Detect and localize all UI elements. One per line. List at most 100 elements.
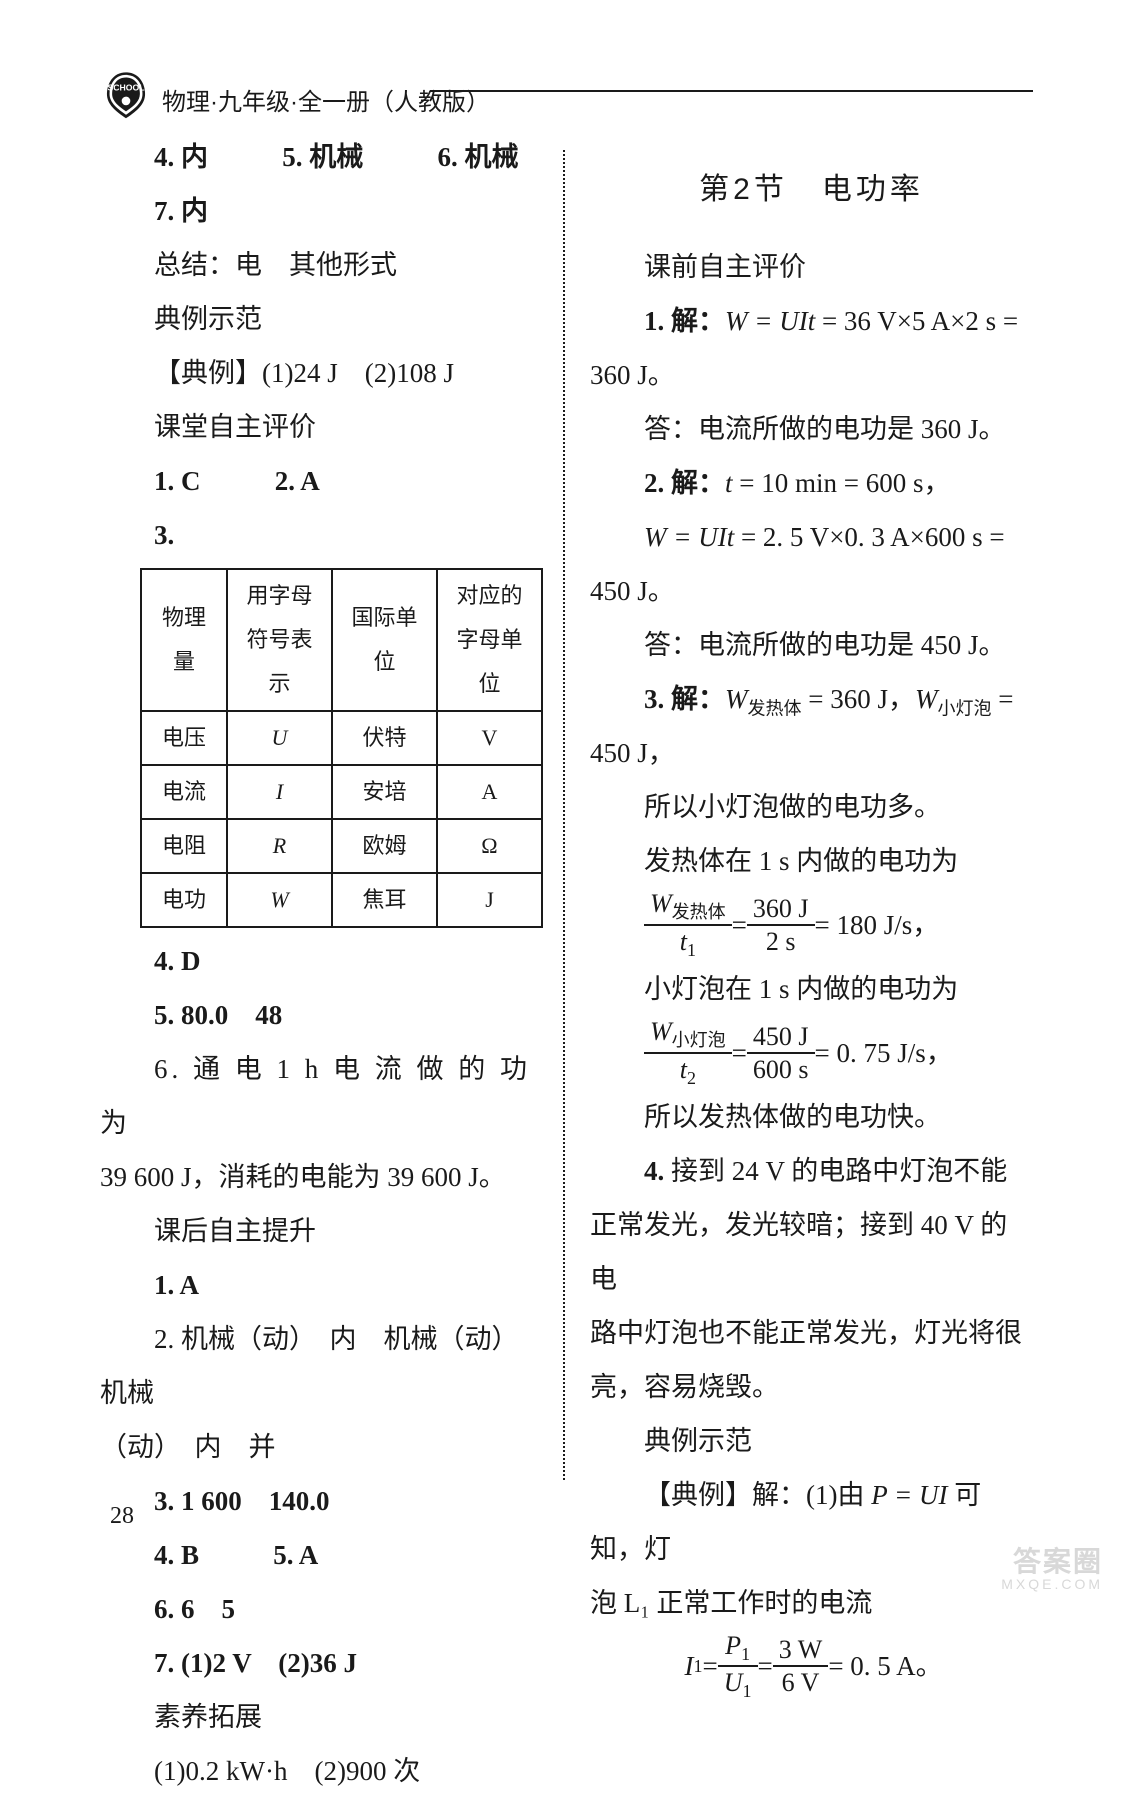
ac-2b: （动） 内 并 [100,1420,543,1474]
ac-4b: 4. B [154,1540,199,1570]
ans-5: 5. 机械 [282,142,363,172]
q2-suffix: = 10 min = 600 s， [733,468,951,498]
example-ans: 【典例】(1)24 J (2)108 J [100,346,543,400]
right-column: 第2节 电功率 课前自主评价 1. 解：W = UIt = 36 V×5 A×2… [565,130,1033,1500]
q2-prefix: 2. 解： [644,468,725,498]
q3-s2: 小灯泡 [937,698,991,718]
eq3-eq1: = [703,1639,718,1693]
eq3-frac1: P1 U1 [718,1630,758,1704]
eq3-isub: 1 [694,1648,703,1684]
summary: 总结：电 其他形式 [100,238,543,292]
ex-eq: P = UI [871,1480,947,1510]
q3-final: 所以发热体做的电功快。 [590,1090,1033,1144]
q2-solve: 2. 解：t = 10 min = 600 s， [590,456,1033,510]
eq2-rhs: 450 J 600 s [747,1021,815,1085]
answer-line: 4. 内 5. 机械 6. 机械 [100,130,543,184]
pre-class-eval: 课前自主评价 [590,240,1033,294]
q3-heater-intro: 发热体在 1 s 内做的电功为 [590,834,1033,888]
q1-answer: 答：电流所做的电功是 360 J。 [590,402,1033,456]
eq3-frac2: 3 W 6 V [773,1634,829,1698]
q3-end: = [991,684,1013,714]
th-unit-symbol: 对应的字母单位 [437,569,542,711]
q4-c: 路中灯泡也不能正常发光，灯光将很 [590,1306,1033,1360]
ac-7: 7. (1)2 V (2)36 J [100,1636,543,1690]
q2-eq-line: W = UIt = 2. 5 V×0. 3 A×600 s = [590,510,1033,564]
q3-s1: 发热体 [748,698,802,718]
example-heading: 典例示范 [100,292,543,346]
school-logo-icon: SCHOOL [100,68,152,120]
physics-units-table: 物理量 用字母符号表示 国际单位 对应的字母单位 电压U伏特V 电流I安培A 电… [140,568,543,928]
eq2-fraction: W小灯泡 t2 = 450 J 600 s = 0. 75 J/s， [590,1016,1033,1090]
ac-4-5: 4. B 5. A [100,1528,543,1582]
q1-prefix: 1. 解： [644,306,725,336]
ans-5-vals: 5. 80.0 48 [100,988,543,1042]
q3-prefix: 3. 解： [644,684,725,714]
section-class-eval: 课堂自主评价 [100,400,543,454]
eq1-lhs: W发热体 t1 [644,888,732,962]
ans-7: 7. 内 [100,184,543,238]
ans-6-text-b: 39 600 J，消耗的电能为 39 600 J。 [100,1150,543,1204]
eq1-result: = 180 J/s， [815,898,940,952]
th-unit: 国际单位 [332,569,437,711]
ans-1c: 1. C [154,466,201,496]
page-number: 28 [110,1503,134,1530]
eq1-eq: = [732,898,747,952]
ans-4: 4. 内 [154,142,208,172]
ac-3: 3. 1 600 140.0 [100,1474,543,1528]
q3-mid: = 360 J， [802,684,915,714]
q4-d: 亮，容易烧毁。 [590,1360,1033,1414]
ans-1-2: 1. C 2. A [100,454,543,508]
q2-calc: = 2. 5 V×0. 3 A×600 s = [734,522,1004,552]
q2-answer: 答：电流所做的电功是 450 J。 [590,618,1033,672]
example-solve: 【典例】解：(1)由 P = UI 可知，灯 [590,1468,1033,1576]
eq2-lhs: W小灯泡 t2 [644,1016,732,1090]
table-row: 电压U伏特V [141,711,542,765]
table-row: 电流I安培A [141,765,542,819]
eq1-rhs: 360 J 2 s [747,893,815,957]
q4-a: 4. 接到 24 V 的电路中灯泡不能 [590,1144,1033,1198]
ans-4d: 4. D [100,934,543,988]
eq3-result: = 0. 5 A。 [828,1639,942,1693]
eq2-result: = 0. 75 J/s， [815,1026,953,1080]
left-column: 4. 内 5. 机械 6. 机械 7. 内 总结：电 其他形式 典例示范 【典例… [100,130,563,1500]
ac-2a: 2. 机械（动） 内 机械（动） 机械 [100,1312,543,1420]
q1-eq: W = UIt [725,306,815,336]
watermark-sub: MXQE.COM [1001,1576,1103,1592]
table-header-row: 物理量 用字母符号表示 国际单位 对应的字母单位 [141,569,542,711]
eq3-fraction: I1 = P1 U1 = 3 W 6 V = 0. 5 A。 [590,1630,1033,1704]
eq3-eq2: = [758,1639,773,1693]
q1-solve: 1. 解：W = UIt = 36 V×5 A×2 s = [590,294,1033,348]
q3-val: 450 J， [590,726,1033,780]
table-row: 电功W焦耳J [141,873,542,927]
ans-6-text-a: 6. 通 电 1 h 电 流 做 的 功 为 [100,1042,543,1150]
ans-2a: 2. A [275,466,320,496]
q4-b: 正常发光，发光较暗；接到 40 V 的电 [590,1198,1033,1306]
ans-3: 3. [100,508,543,562]
q2-result: 450 J。 [590,564,1033,618]
th-quantity: 物理量 [141,569,227,711]
section-2-title: 第2节 电功率 [590,160,1033,220]
example-l1: 泡 L₁ 正常工作时的电流 [590,1576,1033,1630]
ac-6: 6. 6 5 [100,1582,543,1636]
content-area: 4. 内 5. 机械 6. 机械 7. 内 总结：电 其他形式 典例示范 【典例… [100,130,1033,1500]
ans-6: 6. 机械 [438,142,519,172]
example-heading-r: 典例示范 [590,1414,1033,1468]
ac-1: 1. A [100,1258,543,1312]
eq2-eq: = [732,1026,747,1080]
q1-result: 360 J。 [590,348,1033,402]
ext-ans: (1)0.2 kW·h (2)900 次 [100,1744,543,1798]
q2-t: t [725,468,733,498]
header-rule [430,90,1033,92]
logo-text: SCHOOL [107,83,145,93]
table-row: 电阻R欧姆Ω [141,819,542,873]
q3-solve: 3. 解：W发热体 = 360 J，W小灯泡 = [590,672,1033,726]
q3-w2: W [915,684,938,714]
header-title: 物理·九年级·全一册（人教版） [162,82,490,117]
ac-5a: 5. A [273,1540,318,1570]
q1-suffix: = 36 V×5 A×2 s = [815,306,1018,336]
eq1-fraction: W发热体 t1 = 360 J 2 s = 180 J/s， [590,888,1033,962]
section-extension: 素养拓展 [100,1690,543,1744]
q3-conclusion: 所以小灯泡做的电功多。 [590,780,1033,834]
q3-bulb-intro: 小灯泡在 1 s 内做的电功为 [590,962,1033,1016]
q2-wuit: W = UIt [644,522,734,552]
